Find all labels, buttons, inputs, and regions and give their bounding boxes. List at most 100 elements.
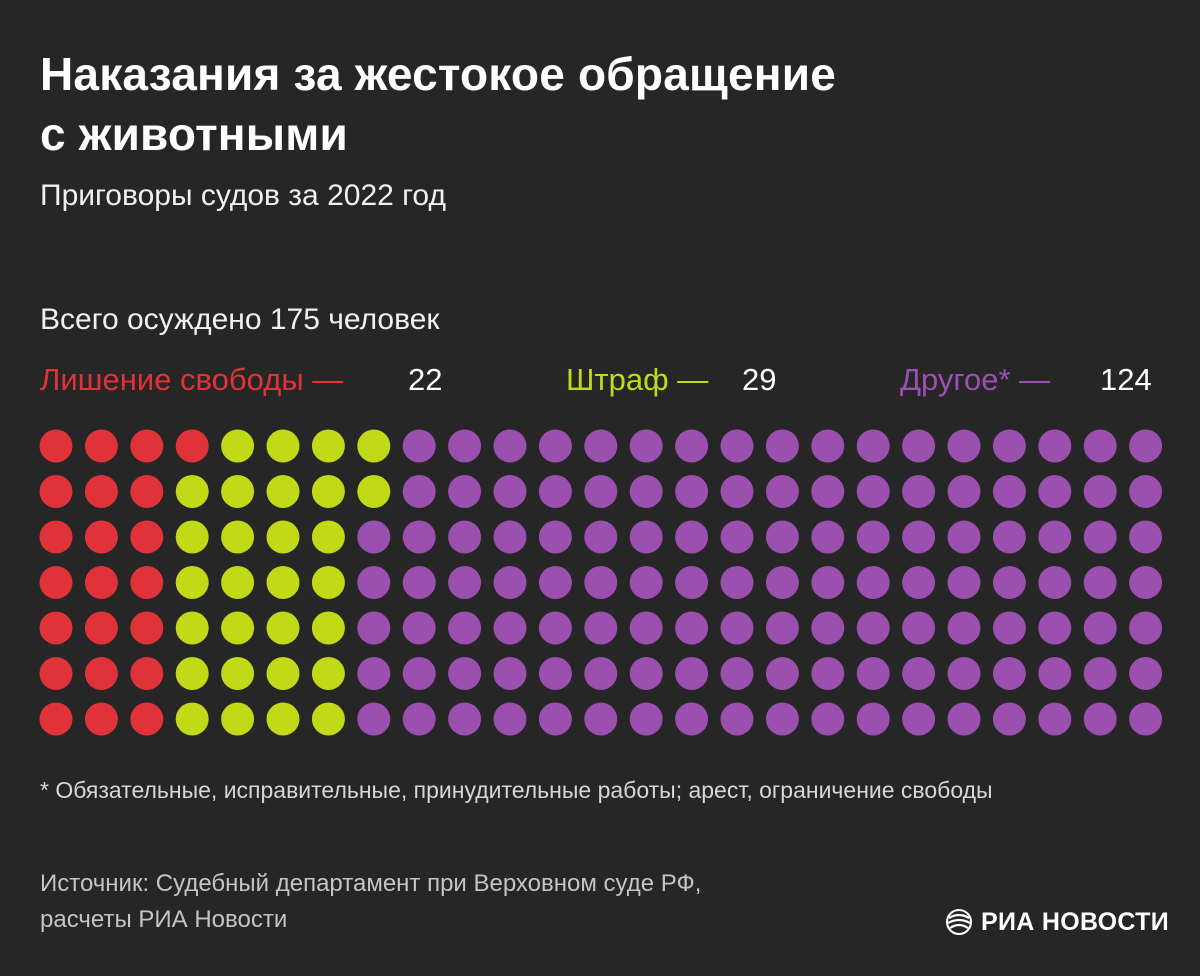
- dot-imprisonment: [84, 475, 118, 508]
- dot-fine: [266, 475, 300, 508]
- dot-other: [992, 566, 1026, 599]
- dot-other: [629, 429, 663, 463]
- dot-other: [538, 702, 572, 736]
- dot-fine: [266, 429, 300, 463]
- dot-other: [357, 520, 391, 554]
- dot-other: [811, 657, 845, 690]
- dot-other: [1038, 429, 1072, 463]
- dot-imprisonment: [175, 429, 209, 463]
- dot-other: [629, 611, 663, 645]
- dot-other: [947, 566, 981, 599]
- dot-other: [856, 566, 890, 599]
- dot-imprisonment: [130, 429, 164, 463]
- source-note: Источник: Судебный департамент при Верхо…: [40, 866, 860, 938]
- dot-fine: [175, 520, 209, 554]
- dot-other: [811, 566, 845, 599]
- dot-other: [584, 702, 618, 736]
- dot-fine: [175, 657, 209, 690]
- dot-other: [448, 566, 482, 599]
- dot-other: [856, 520, 890, 554]
- dot-other: [902, 520, 936, 554]
- dot-imprisonment: [84, 429, 118, 463]
- dot-other: [720, 566, 754, 599]
- dot-other: [811, 429, 845, 463]
- dot-imprisonment: [84, 702, 118, 736]
- dot-fine: [266, 611, 300, 645]
- dot-other: [947, 702, 981, 736]
- dot-fine: [221, 566, 255, 599]
- dot-fine: [311, 657, 345, 690]
- dot-other: [765, 520, 799, 554]
- dot-other: [402, 520, 436, 554]
- dot-other: [357, 566, 391, 599]
- dot-other: [811, 520, 845, 554]
- dot-other: [992, 611, 1026, 645]
- dot-other: [811, 611, 845, 645]
- dot-fine: [221, 611, 255, 645]
- dot-other: [493, 702, 527, 736]
- dot-fine: [266, 702, 300, 736]
- legend-value-imprisonment: 22: [408, 362, 443, 397]
- dot-other: [1129, 566, 1163, 599]
- logo-text: РИА НОВОСТИ: [981, 907, 1169, 936]
- dot-other: [357, 611, 391, 645]
- dot-other: [992, 520, 1026, 554]
- dot-other: [720, 520, 754, 554]
- dot-fine: [357, 429, 391, 463]
- dot-imprisonment: [130, 657, 164, 690]
- chart-subtitle: Приговоры судов за 2022 год: [40, 179, 446, 212]
- legend-label-fine: Штраф —: [566, 362, 709, 397]
- dot-other: [947, 520, 981, 554]
- title-line-1: Наказания за жестокое обращение: [40, 48, 837, 100]
- dot-other: [675, 566, 709, 599]
- dot-other: [720, 657, 754, 690]
- dot-other: [448, 520, 482, 554]
- dot-other: [675, 611, 709, 645]
- dot-other: [1083, 611, 1117, 645]
- dot-other: [720, 702, 754, 736]
- dot-other: [538, 475, 572, 508]
- dot-other: [1038, 520, 1072, 554]
- dot-other: [629, 566, 663, 599]
- dot-other: [720, 475, 754, 508]
- dot-fine: [221, 429, 255, 463]
- dot-imprisonment: [39, 475, 73, 508]
- total-convicted: Всего осуждено 175 человек: [40, 303, 440, 336]
- dot-other: [811, 475, 845, 508]
- dot-other: [947, 657, 981, 690]
- chart-title: Наказания за жестокое обращение с животн…: [40, 44, 1140, 164]
- dot-imprisonment: [39, 566, 73, 599]
- dot-other: [765, 611, 799, 645]
- dot-other: [402, 429, 436, 463]
- dot-other: [902, 429, 936, 463]
- dot-other: [675, 520, 709, 554]
- dot-other: [1083, 429, 1117, 463]
- dot-imprisonment: [84, 520, 118, 554]
- dot-other: [856, 611, 890, 645]
- dot-fine: [357, 475, 391, 508]
- dot-imprisonment: [39, 520, 73, 554]
- dot-other: [902, 702, 936, 736]
- dot-other: [902, 566, 936, 599]
- dot-imprisonment: [84, 657, 118, 690]
- dot-other: [992, 475, 1026, 508]
- dot-other: [629, 475, 663, 508]
- dot-other: [493, 566, 527, 599]
- dot-fine: [266, 566, 300, 599]
- dot-other: [675, 702, 709, 736]
- source-line-2: расчеты РИА Новости: [40, 906, 288, 933]
- dot-other: [584, 566, 618, 599]
- dot-imprisonment: [130, 520, 164, 554]
- dot-imprisonment: [130, 702, 164, 736]
- dot-other: [765, 702, 799, 736]
- dot-other: [1083, 475, 1117, 508]
- dot-other: [493, 475, 527, 508]
- dot-fine: [311, 611, 345, 645]
- dot-other: [765, 429, 799, 463]
- dot-other: [902, 657, 936, 690]
- dot-imprisonment: [39, 611, 73, 645]
- dot-other: [856, 657, 890, 690]
- dot-other: [1129, 520, 1163, 554]
- dot-other: [584, 520, 618, 554]
- dot-fine: [221, 520, 255, 554]
